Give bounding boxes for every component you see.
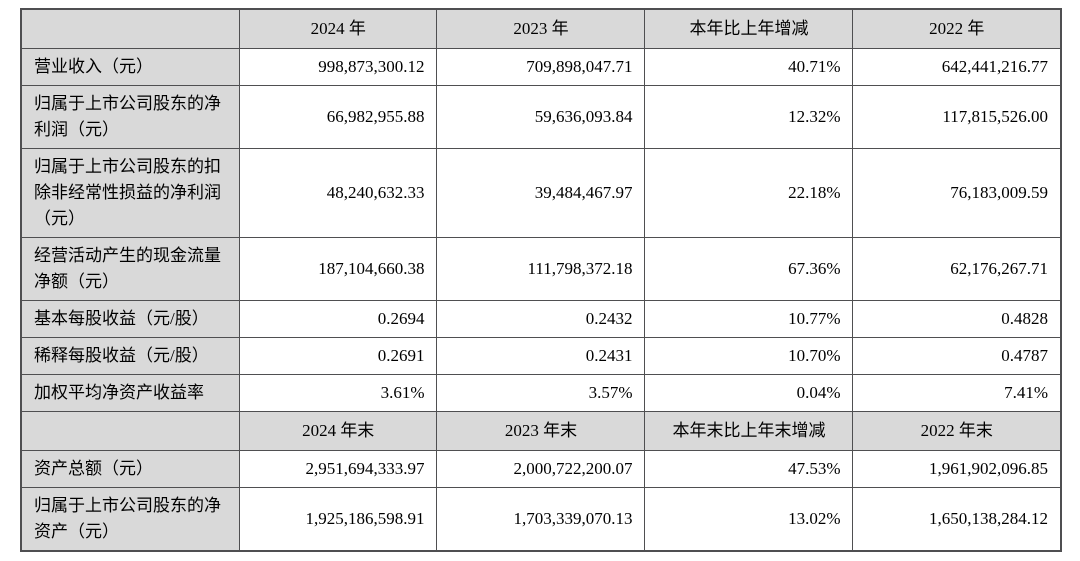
table-row-weighted-avg-roe: 加权平均净资产收益率 3.61% 3.57% 0.04% 7.41% <box>20 374 1062 412</box>
cell-2023: 111,798,372.18 <box>436 237 646 301</box>
table-row-total-assets: 资产总额（元） 2,951,694,333.97 2,000,722,200.0… <box>20 450 1062 488</box>
table-row-diluted-eps: 稀释每股收益（元/股） 0.2691 0.2431 10.70% 0.4787 <box>20 337 1062 375</box>
cell-2022: 62,176,267.71 <box>852 237 1062 301</box>
cell-2022: 0.4787 <box>852 337 1062 375</box>
header-eoy-change: 本年末比上年末增减 <box>644 411 854 451</box>
cell-change: 0.04% <box>644 374 854 412</box>
header-2024-eoy: 2024 年末 <box>238 411 438 451</box>
row-label: 营业收入（元） <box>20 48 240 86</box>
table-header-eoy: 2024 年末 2023 年末 本年末比上年末增减 2022 年末 <box>20 411 1062 451</box>
table-row-revenue: 营业收入（元） 998,873,300.12 709,898,047.71 40… <box>20 48 1062 86</box>
cell-2024: 66,982,955.88 <box>238 85 438 149</box>
cell-2024: 998,873,300.12 <box>238 48 438 86</box>
header-2024: 2024 年 <box>238 8 438 49</box>
table-row-net-assets: 归属于上市公司股东的净资产（元） 1,925,186,598.91 1,703,… <box>20 487 1062 552</box>
cell-2022: 1,961,902,096.85 <box>852 450 1062 488</box>
header-blank-cell <box>20 411 240 451</box>
header-yoy-change: 本年比上年增减 <box>644 8 854 49</box>
row-label: 归属于上市公司股东的净利润（元） <box>20 85 240 149</box>
cell-2023: 709,898,047.71 <box>436 48 646 86</box>
cell-2023: 0.2431 <box>436 337 646 375</box>
cell-2023: 1,703,339,070.13 <box>436 487 646 552</box>
cell-2022: 7.41% <box>852 374 1062 412</box>
cell-change: 12.32% <box>644 85 854 149</box>
header-2023: 2023 年 <box>436 8 646 49</box>
cell-2022: 1,650,138,284.12 <box>852 487 1062 552</box>
cell-2024: 48,240,632.33 <box>238 148 438 238</box>
cell-change: 40.71% <box>644 48 854 86</box>
cell-2022: 642,441,216.77 <box>852 48 1062 86</box>
table-header-annual: 2024 年 2023 年 本年比上年增减 2022 年 <box>20 8 1062 49</box>
row-label: 归属于上市公司股东的扣除非经常性损益的净利润（元） <box>20 148 240 238</box>
row-label: 经营活动产生的现金流量净额（元） <box>20 237 240 301</box>
cell-change: 13.02% <box>644 487 854 552</box>
cell-2023: 2,000,722,200.07 <box>436 450 646 488</box>
table-row-operating-cash-flow: 经营活动产生的现金流量净额（元） 187,104,660.38 111,798,… <box>20 237 1062 301</box>
financial-summary-table: 2024 年 2023 年 本年比上年增减 2022 年 营业收入（元） 998… <box>20 8 1062 552</box>
cell-2024: 1,925,186,598.91 <box>238 487 438 552</box>
cell-2024: 0.2694 <box>238 300 438 338</box>
header-2023-eoy: 2023 年末 <box>436 411 646 451</box>
cell-2024: 2,951,694,333.97 <box>238 450 438 488</box>
row-label: 加权平均净资产收益率 <box>20 374 240 412</box>
row-label: 稀释每股收益（元/股） <box>20 337 240 375</box>
cell-2023: 39,484,467.97 <box>436 148 646 238</box>
cell-2022: 117,815,526.00 <box>852 85 1062 149</box>
cell-change: 22.18% <box>644 148 854 238</box>
cell-2023: 0.2432 <box>436 300 646 338</box>
cell-change: 67.36% <box>644 237 854 301</box>
cell-change: 10.70% <box>644 337 854 375</box>
cell-2024: 3.61% <box>238 374 438 412</box>
cell-2023: 59,636,093.84 <box>436 85 646 149</box>
cell-2022: 0.4828 <box>852 300 1062 338</box>
row-label: 资产总额（元） <box>20 450 240 488</box>
header-blank-cell <box>20 8 240 49</box>
header-2022-eoy: 2022 年末 <box>852 411 1062 451</box>
table-row-net-profit: 归属于上市公司股东的净利润（元） 66,982,955.88 59,636,09… <box>20 85 1062 149</box>
cell-change: 10.77% <box>644 300 854 338</box>
header-2022: 2022 年 <box>852 8 1062 49</box>
cell-2024: 187,104,660.38 <box>238 237 438 301</box>
cell-2022: 76,183,009.59 <box>852 148 1062 238</box>
cell-2024: 0.2691 <box>238 337 438 375</box>
cell-2023: 3.57% <box>436 374 646 412</box>
table-row-net-profit-excl-nonrecurring: 归属于上市公司股东的扣除非经常性损益的净利润（元） 48,240,632.33 … <box>20 148 1062 238</box>
cell-change: 47.53% <box>644 450 854 488</box>
row-label: 基本每股收益（元/股） <box>20 300 240 338</box>
row-label: 归属于上市公司股东的净资产（元） <box>20 487 240 552</box>
table-row-basic-eps: 基本每股收益（元/股） 0.2694 0.2432 10.77% 0.4828 <box>20 300 1062 338</box>
